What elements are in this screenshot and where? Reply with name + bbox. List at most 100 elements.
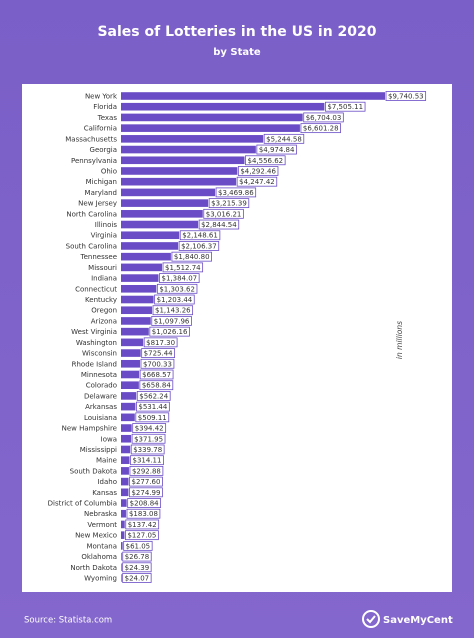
value-label: $274.99 (131, 489, 160, 497)
value-label-box (151, 316, 192, 326)
bar (121, 285, 157, 293)
value-label-box (325, 101, 366, 112)
y-tick-label: Colorado (86, 382, 117, 390)
value-label: $700.33 (143, 360, 172, 368)
y-tick-label: Montana (86, 542, 117, 550)
y-tick-label: Ohio (101, 167, 117, 175)
value-label-box (136, 391, 171, 401)
value-label: $1,512.74 (165, 264, 201, 272)
value-label: $61.05 (126, 542, 151, 550)
value-label-box (385, 91, 427, 101)
bar (121, 499, 127, 507)
value-label-box (126, 508, 161, 519)
value-label: $2,148.61 (182, 232, 218, 240)
value-label-box (143, 337, 178, 348)
bar (121, 563, 122, 572)
value-label-box (131, 433, 166, 444)
bar (121, 338, 144, 347)
value-label-box (140, 358, 175, 369)
bar (121, 477, 129, 486)
bar (121, 177, 237, 186)
bar (121, 188, 216, 197)
value-label: $277.60 (132, 478, 161, 486)
bar (121, 552, 122, 561)
value-label: $4,247.42 (239, 178, 275, 186)
unit-label: in millions (395, 321, 404, 359)
value-label: $2,844.54 (201, 221, 237, 229)
value-label-box (122, 562, 152, 573)
bar (121, 445, 131, 454)
value-label: $509.11 (138, 414, 167, 422)
chart-subtitle: by State (213, 47, 261, 58)
y-tick-label: Arizona (91, 317, 117, 325)
bar (121, 124, 300, 132)
bar (121, 199, 209, 207)
value-label: $127.05 (127, 532, 156, 540)
value-label: $3,016.21 (206, 210, 242, 218)
value-label-box (122, 551, 152, 562)
bar (121, 102, 325, 111)
value-label: $725.44 (144, 350, 173, 358)
y-tick-label: Illinois (95, 221, 118, 229)
value-label-box (300, 123, 341, 134)
y-tick-label: Wyoming (84, 575, 117, 583)
bar (121, 156, 245, 165)
bar (121, 242, 179, 250)
y-tick-label: North Dakota (70, 564, 117, 572)
value-label: $292.88 (132, 467, 161, 475)
bar (121, 295, 154, 304)
value-label-box (159, 273, 200, 283)
bar (121, 349, 141, 357)
bar (121, 317, 151, 325)
value-label-box (179, 230, 221, 241)
y-tick-label: Kansas (92, 489, 117, 497)
bar (121, 306, 152, 315)
value-label: $6,704.03 (306, 114, 342, 122)
value-label: $1,384.07 (162, 275, 198, 283)
value-label: $4,556.62 (247, 157, 283, 165)
value-label: $658.84 (142, 382, 171, 390)
y-tick-label: District of Columbia (48, 500, 117, 508)
y-tick-label: Iowa (101, 435, 117, 443)
y-tick-label: Louisiana (84, 414, 117, 422)
value-label: $3,469.86 (218, 189, 254, 197)
value-label-box (149, 326, 190, 337)
value-label-box (178, 241, 220, 251)
value-label: $2,106.37 (181, 242, 217, 250)
value-label: $1,203.44 (157, 296, 193, 304)
bar (121, 542, 123, 550)
value-label-box (198, 219, 240, 230)
value-label-box (141, 348, 176, 358)
bar (121, 231, 180, 240)
bar (121, 574, 122, 582)
value-label: $3,215.39 (211, 200, 247, 208)
y-tick-label: Kentucky (85, 296, 117, 304)
y-tick-label: California (84, 125, 117, 133)
value-label-box (215, 187, 257, 198)
bar (121, 434, 132, 443)
y-tick-label: Massachusetts (65, 135, 117, 143)
value-label: $24.39 (125, 564, 149, 572)
value-label: $1,840.80 (174, 253, 210, 261)
bar (121, 402, 136, 411)
y-tick-label: West Virginia (71, 328, 117, 336)
y-tick-label: Nebraska (84, 510, 117, 518)
value-label-box (135, 412, 170, 423)
y-tick-label: New Jersey (78, 200, 117, 208)
y-tick-label: Arkansas (85, 403, 117, 411)
y-tick-label: Florida (93, 103, 117, 111)
value-label: $1,026.16 (152, 328, 188, 336)
bar (121, 263, 163, 272)
value-label: $5,244.58 (266, 135, 302, 143)
y-tick-label: Maine (96, 457, 117, 465)
value-label: $6,601.28 (303, 125, 339, 133)
bar (121, 531, 125, 539)
bar (121, 488, 129, 497)
bar (121, 145, 256, 154)
y-tick-label: Connecticut (75, 285, 117, 293)
value-label: $531.44 (138, 403, 167, 411)
bar (121, 467, 129, 475)
value-label-box (125, 519, 160, 530)
value-label-box (171, 251, 212, 262)
